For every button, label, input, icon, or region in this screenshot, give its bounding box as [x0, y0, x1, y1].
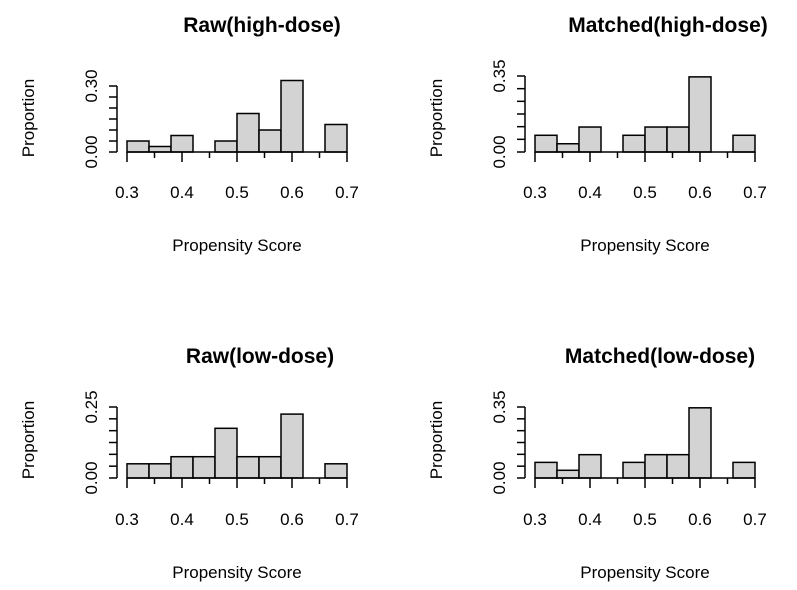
panel-4: Matched(low-dose) 0.3 0.4 0.5 0.6 0.7 0.00 0.35…	[427, 345, 767, 582]
histogram-bar	[126, 463, 150, 479]
x-tick-label: 0.7	[335, 510, 359, 529]
histogram-bar	[324, 463, 348, 479]
y-tick-label: 0.00	[82, 461, 101, 494]
x-tick-label: 0.3	[115, 183, 139, 202]
histogram-bar	[644, 126, 668, 153]
x-tick-label: 0.6	[280, 510, 304, 529]
y-tick-label: 0.00	[490, 135, 509, 168]
y-tick-label: 0.30	[82, 69, 101, 102]
histogram-bar	[556, 142, 580, 153]
histogram-bar	[214, 140, 238, 153]
y-axis-label: Proportion	[19, 401, 38, 479]
x-axis-label: Propensity Score	[172, 236, 301, 255]
panel-2: Matched(high-dose) 0.3 0.4 0.5 0.6 0.7 0.00 0.3…	[427, 14, 768, 255]
histogram-bar	[534, 461, 558, 479]
histogram-bar	[148, 463, 172, 479]
histogram-bar	[556, 469, 580, 479]
panel-title: Matched(high-dose)	[568, 14, 768, 37]
y-axis-label: Proportion	[19, 79, 38, 157]
x-tick-label: 0.4	[170, 510, 194, 529]
x-tick-label: 0.6	[688, 183, 712, 202]
histogram-bar	[666, 126, 690, 153]
histogram-bar	[236, 455, 260, 479]
x-tick-label: 0.4	[170, 183, 194, 202]
histogram-bar	[666, 453, 690, 479]
y-tick-label: 0.00	[82, 135, 101, 168]
x-tick-label: 0.6	[280, 183, 304, 202]
y-tick-label: 0.00	[490, 461, 509, 494]
x-tick-label: 0.7	[743, 510, 767, 529]
x-axis-label: Propensity Score	[580, 563, 709, 582]
panel-title: Matched(low-dose)	[565, 345, 755, 368]
x-tick-label: 0.5	[633, 183, 657, 202]
y-axis-label: Proportion	[427, 79, 446, 157]
histogram-bar	[280, 413, 304, 479]
histogram-bar	[578, 453, 602, 479]
panel-title: Raw(high-dose)	[183, 14, 341, 37]
histogram-bar	[280, 79, 304, 153]
x-tick-label: 0.5	[225, 183, 249, 202]
histogram-bar	[170, 455, 194, 479]
x-tick-label: 0.7	[743, 183, 767, 202]
histogram-bar	[258, 129, 282, 153]
histogram-bar	[214, 427, 238, 479]
x-tick-label: 0.5	[633, 510, 657, 529]
histogram-bar	[644, 453, 668, 479]
histogram-bar	[578, 126, 602, 153]
panel-1: Raw(high-dose) 0.3 0.4 0.5 0.6 0.7 0.00 0.30 Pro…	[19, 14, 359, 255]
panel-title: Raw(low-dose)	[186, 345, 334, 368]
x-tick-label: 0.4	[578, 183, 602, 202]
y-tick-label: 0.35	[490, 390, 509, 423]
x-tick-label: 0.6	[688, 510, 712, 529]
y-axis-label: Proportion	[427, 401, 446, 479]
y-tick-label: 0.35	[490, 59, 509, 92]
histogram-bar	[622, 134, 646, 153]
histogram-bar	[732, 461, 756, 479]
histogram-bar	[732, 134, 756, 153]
histogram-bar	[258, 455, 282, 479]
histogram-bar	[170, 134, 194, 153]
histogram-bar	[534, 134, 558, 153]
x-tick-label: 0.4	[578, 510, 602, 529]
histogram-bar	[622, 461, 646, 479]
x-tick-label: 0.3	[523, 183, 547, 202]
histogram-bar	[126, 140, 150, 153]
y-tick-label: 0.25	[82, 390, 101, 423]
histogram-bar	[192, 455, 216, 479]
histogram-bar	[236, 112, 260, 153]
x-tick-label: 0.7	[335, 183, 359, 202]
x-axis-label: Propensity Score	[172, 563, 301, 582]
panel-3: Raw(low-dose) 0.3 0.4 0.5 0.6 0.7 0.00 0.25 Prop…	[19, 345, 359, 582]
histogram-bar	[688, 76, 712, 153]
x-axis-label: Propensity Score	[580, 236, 709, 255]
x-tick-label: 0.3	[115, 510, 139, 529]
histogram-bar	[688, 407, 712, 479]
histogram-bar	[148, 145, 172, 153]
histogram-bar	[324, 123, 348, 153]
x-tick-label: 0.5	[225, 510, 249, 529]
x-tick-label: 0.3	[523, 510, 547, 529]
